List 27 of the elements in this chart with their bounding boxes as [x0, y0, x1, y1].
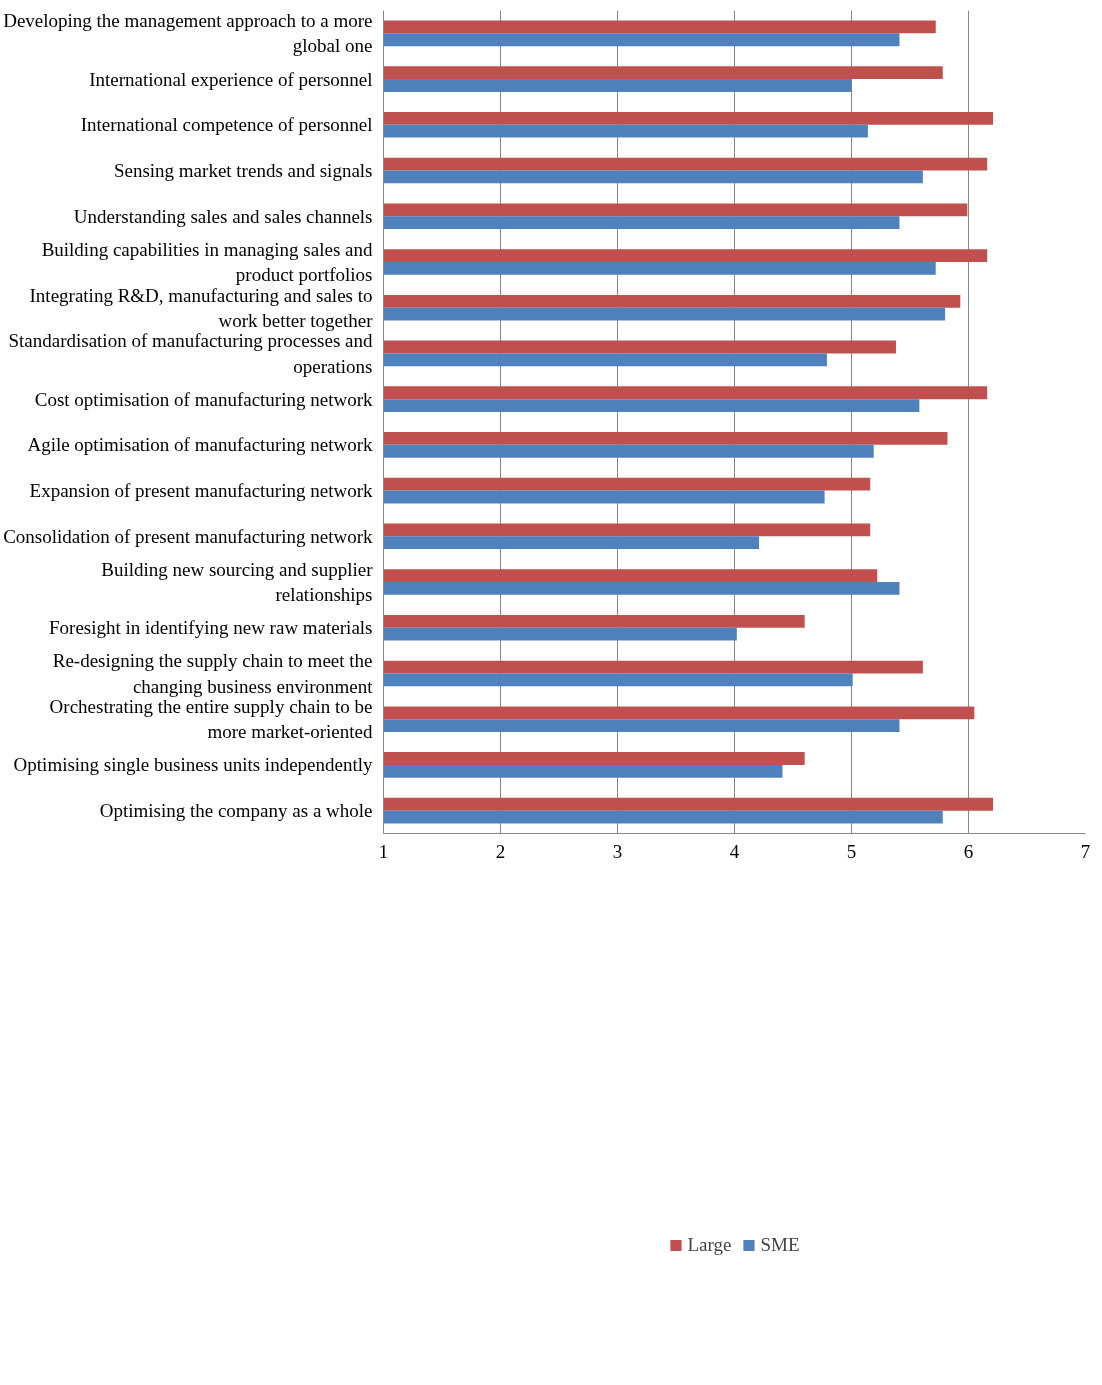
x-tick-label: 7 [1080, 840, 1091, 862]
y-tick-label: Developing the management approach to a more global one [3, 10, 373, 57]
x-tick-label: 3 [612, 840, 623, 862]
y-tick-label: Re-designing the supply chain to meet the changing business environment [52, 650, 374, 697]
x-tick-label: 5 [846, 840, 857, 862]
x-tick-label: 4 [729, 840, 740, 862]
x-tick-label: 6 [963, 840, 974, 862]
y-tick-label: Standardisation of manufacturing processes and operations [8, 330, 373, 377]
legend-label: SME [760, 1233, 800, 1256]
y-tick-label: Cost optimisation of manufacturing network [34, 388, 373, 410]
y-tick-label: International experience of personnel [89, 68, 373, 90]
y-tick-label: Consolidation of present manufacturing network [3, 525, 373, 547]
y-tick-label: Integrating R&D, manufacturing and sales to work better together [29, 284, 374, 331]
x-tick-label: 2 [495, 840, 506, 862]
legend-label: Large [687, 1233, 732, 1256]
y-tick-label: Agile optimisation of manufacturing network [27, 434, 373, 456]
y-tick-label: International competence of personnel [80, 114, 373, 136]
y-tick-label: Optimising single business units independently [13, 754, 373, 776]
y-tick-label: Building capabilities in managing sales and product portfolios [41, 238, 373, 286]
y-tick-label: Orchestrating the entire supply chain to be more market-oriented [49, 696, 373, 743]
y-tick-label: Sensing market trends and signals [113, 160, 373, 182]
y-tick-label: Optimising the company as a whole [99, 800, 373, 822]
y-tick-label: Expansion of present manufacturing network [29, 480, 373, 502]
y-tick-label: Understanding sales and sales channels [73, 205, 373, 227]
y-tick-label: Building new sourcing and supplier relationships [101, 558, 374, 606]
x-tick-label: 1 [378, 840, 389, 862]
y-tick-label: Foresight in identifying new raw materials [49, 617, 373, 639]
